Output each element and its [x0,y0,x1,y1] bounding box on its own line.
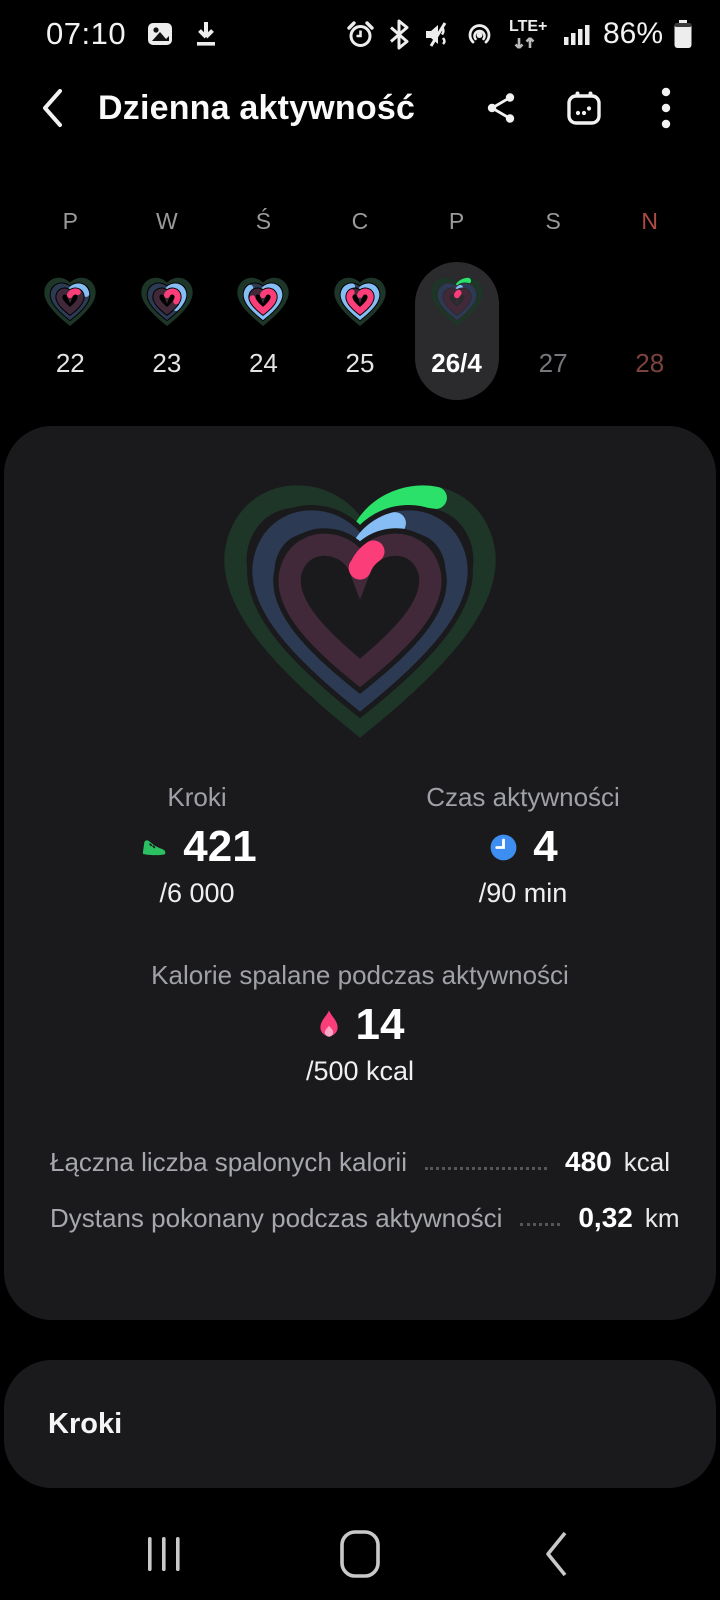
total-calories-row: Łączna liczba spalonych kalorii 480 kcal [50,1134,670,1190]
page-title: Dzienna aktywność [98,88,416,127]
battery-percent: 86% [602,17,663,50]
app-header: Dzienna aktywność [0,62,720,154]
day-date: 25 [345,348,375,378]
home-button[interactable] [330,1524,390,1584]
total-calories-label: Łączna liczba spalonych kalorii [50,1146,407,1177]
daily-activity-card: Kroki 421 /6 000 Czas aktywności 4 /90 m… [4,426,716,1320]
day-heart-rings [135,268,199,332]
activity-heart-chart [184,426,536,778]
day-date: 22 [55,348,85,378]
day-heart-empty [521,268,585,332]
day-letter: C [351,208,369,234]
day-column-22[interactable]: P 22 [22,198,119,386]
day-letter: Ś [255,208,272,234]
distance-label: Dystans pokonany podczas aktywności [50,1202,503,1233]
day-column-28[interactable]: N 28 [601,198,698,386]
share-button[interactable] [482,84,522,132]
day-column-24[interactable]: Ś 24 [215,198,312,386]
day-letter: N [641,208,659,234]
day-date: 24 [248,348,278,378]
total-calories-unit: kcal [623,1146,670,1177]
day-date: 23 [152,348,182,378]
total-calories-value: 480 [565,1146,612,1177]
day-heart-rings [328,268,392,332]
calendar-icon [567,91,601,125]
share-icon [487,93,515,123]
active-time-label: Czas aktywności [426,782,620,812]
day-heart-empty [618,268,682,332]
day-column-26-4[interactable]: P 26/4 [408,198,505,400]
calories-flame-icon [319,1010,338,1037]
details-list: Łączna liczba spalonych kalorii 480 kcal… [50,1134,680,1246]
active-time-clock-icon [490,834,517,860]
calendar-button[interactable] [564,84,604,132]
day-date: 27 [538,348,568,378]
day-heart-rings [38,268,102,332]
hotspot-icon [468,23,491,43]
recents-icon [148,1537,180,1571]
day-heart-rings [231,268,295,332]
steps-goal: /6 000 [159,878,235,908]
nav-back-button[interactable] [526,1524,586,1584]
day-column-27[interactable]: S 27 [505,198,602,386]
distance-unit: km [644,1202,680,1233]
day-heart-rings [425,268,489,332]
day-letter: W [155,208,178,234]
active-time-summary: Czas aktywności 4 /90 min [360,782,686,908]
back-button[interactable] [38,80,84,136]
steps-shoe-icon [143,840,166,856]
nav-back-icon [546,1531,567,1577]
mute-icon [425,21,447,47]
distance-value: 0,32 [578,1202,633,1233]
more-vertical-icon [661,87,671,129]
activity-calories-goal: /500 kcal [305,1056,415,1086]
distance-row: Dystans pokonany podczas aktywności 0,32… [50,1190,680,1246]
lte-plus-icon: LTE+ [509,18,547,49]
steps-summary: Kroki 421 /6 000 [34,782,360,908]
week-strip: P 22 W 23 Ś 24 C 25 P 26/4 S 27 N 28 [0,154,720,400]
dotted-leader [424,1166,548,1170]
day-date: 28 [635,348,665,378]
download-notification-icon [197,22,216,46]
steps-value: 421 [183,822,257,871]
activity-calories-summary: Kalorie spalane podczas aktywności 14 /5… [4,960,716,1086]
alarm-icon [347,20,374,47]
bluetooth-icon [389,19,409,49]
day-letter: S [545,208,561,234]
svg-text:LTE+: LTE+ [509,18,547,35]
more-options-button[interactable] [646,84,686,132]
day-letter: P [448,208,465,234]
day-date: 26/4 [431,348,482,378]
clock-time: 07:10 [46,16,127,51]
active-time-value: 4 [533,822,558,871]
home-icon [340,1530,380,1578]
navigation-bar [0,1508,720,1600]
steps-label: Kroki [167,782,227,812]
battery-icon [674,20,692,48]
activity-calories-value: 14 [355,1000,405,1049]
steps-section-title: Kroki [48,1407,123,1440]
activity-calories-label: Kalorie spalane podczas aktywności [151,960,569,990]
steps-section-card[interactable]: Kroki [4,1360,716,1488]
status-bar: 07:10 LTE+ [0,0,720,62]
signal-icon [563,24,590,45]
active-time-goal: /90 min [478,878,568,908]
dotted-leader [520,1222,561,1226]
recents-button[interactable] [134,1524,194,1584]
chevron-left-icon [43,89,62,127]
day-column-23[interactable]: W 23 [119,198,216,386]
day-letter: P [62,208,78,234]
day-column-25[interactable]: C 25 [312,198,409,386]
image-notification-icon [148,23,173,45]
